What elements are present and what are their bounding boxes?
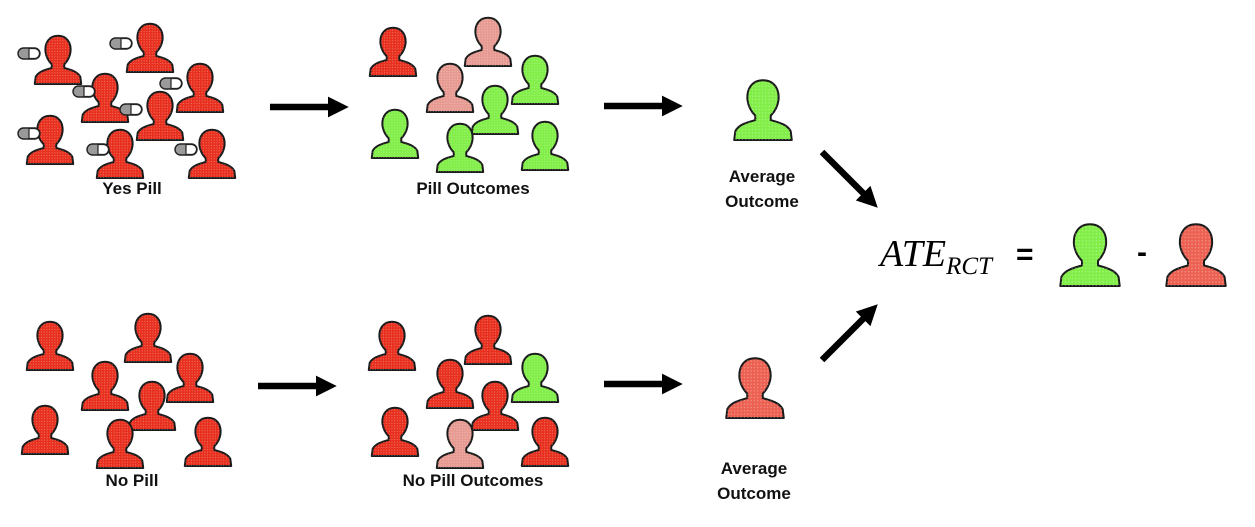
no-pill-outcome-person-icon [520,416,570,467]
ate-symbol: ATE [880,233,947,275]
capsule-pill-icon [17,47,41,60]
no-pill-outcome-person-icon [470,380,520,431]
no-pill-outcome-person-icon [435,418,485,469]
capsule-pill-icon [17,127,41,140]
no-pill-outcomes-label: No Pill Outcomes [402,471,544,490]
capsule-pill-icon [174,143,198,156]
pill-outcome-person-icon [368,26,418,77]
yes-pill-label: Yes Pill [102,179,162,198]
yes-pill-person-icon [175,62,225,113]
pill-outcome-person-icon [425,62,475,113]
no-pill-outcome-person-icon [370,406,420,457]
formula-bad-outcome-icon [1165,223,1227,288]
no-pill-person-icon [183,416,233,467]
pill-outcome-person-icon [510,54,560,105]
no-pill-outcome-person-icon [367,320,417,371]
formula-good-outcome-icon [1059,223,1121,288]
capsule-pill-icon [86,143,110,156]
no-pill-person-icon [95,418,145,469]
no-pill-person-icon [80,360,130,411]
no-pill-outcome-person-icon [425,358,475,409]
no-pill-person-icon [127,380,177,431]
capsule-pill-icon [159,77,183,90]
minus-sign: - [1137,236,1147,269]
ate-rct-formula: ATERCT [880,232,992,281]
no-pill-person-icon [20,404,70,455]
pill-outcomes-label: Pill Outcomes [416,179,530,198]
pill-outcome-person-icon [435,122,485,173]
no-pill-person-icon [25,320,75,371]
no-pill-person-icon [123,312,173,363]
no-pill-outcome-person-icon [463,314,513,365]
average-outcome-top-label: Average Outcome [712,164,812,214]
pill-outcome-person-icon [470,84,520,135]
yes-pill-person-icon [33,34,83,85]
no-pill-person-icon [165,352,215,403]
pill-outcome-person-icon [463,16,513,67]
equals-sign: = [1016,238,1034,271]
pill-outcome-person-icon [520,120,570,171]
yes-pill-person-icon [135,90,185,141]
average-outcome-good-icon [733,79,793,141]
rct-subscript: RCT [946,253,993,280]
no-pill-label: No Pill [105,471,159,490]
yes-pill-person-icon [25,114,75,165]
capsule-pill-icon [72,85,96,98]
arrow-diagonal-up [819,304,878,363]
capsule-pill-icon [109,37,133,50]
arrow-diagonal-down [819,149,878,208]
yes-pill-person-icon [95,128,145,179]
yes-pill-person-icon [80,72,130,123]
yes-pill-person-icon [187,128,237,179]
pill-outcome-person-icon [370,108,420,159]
outcome-label-line2: Outcome [717,484,791,503]
outcome-label-line2: Outcome [725,192,799,211]
average-outcome-bad-icon [725,357,785,419]
capsule-pill-icon [119,103,143,116]
average-label-line1: Average [728,167,796,186]
no-pill-outcome-person-icon [510,352,560,403]
average-outcome-bottom-label: Average Outcome [704,456,804,506]
average-label-line1: Average [720,459,788,478]
yes-pill-person-icon [125,22,175,73]
